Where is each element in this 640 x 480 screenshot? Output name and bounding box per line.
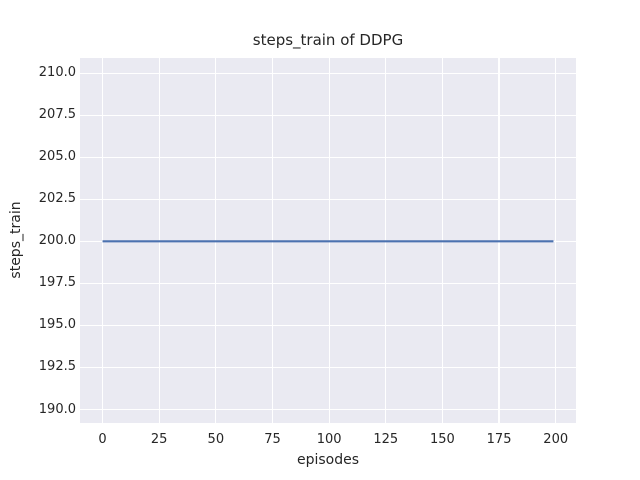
y-tick-label: 195.0	[38, 317, 76, 333]
chart-title: steps_train of DDPG	[252, 31, 404, 49]
x-tick-label: 50	[207, 432, 225, 447]
series-layer	[102, 240, 554, 243]
x-tick-label: 175	[486, 432, 512, 447]
plot-area	[80, 58, 576, 423]
x-tick-label: 200	[543, 432, 569, 447]
y-gridline	[80, 198, 576, 200]
y-gridline	[80, 114, 576, 116]
y-tick-label: 190.0	[38, 401, 76, 417]
y-gridline	[80, 156, 576, 158]
y-tick-label: 192.5	[38, 359, 76, 375]
y-tick-label: 202.5	[38, 191, 76, 207]
x-gridline	[555, 58, 557, 423]
y-tick-label: 207.5	[38, 107, 76, 123]
y-gridline	[80, 324, 576, 327]
y-gridline	[80, 72, 576, 74]
y-tick-label: 210.0	[38, 65, 76, 81]
y-gridline	[80, 282, 576, 284]
y-tick-label: 205.0	[38, 149, 76, 165]
y-tick-label: 200.0	[38, 233, 76, 249]
x-tick-label: 150	[430, 432, 455, 447]
x-tick-label: 125	[373, 432, 399, 447]
x-axis-label: episodes	[296, 452, 360, 468]
x-tick-label: 100	[316, 432, 342, 447]
x-tick-label: 75	[264, 432, 281, 447]
x-tick-label: 25	[150, 432, 168, 447]
x-gridline	[101, 58, 104, 423]
y-gridline	[80, 366, 576, 369]
x-tick-label: 0	[98, 432, 107, 447]
y-gridline	[80, 408, 576, 411]
y-tick-label: 197.5	[38, 275, 76, 291]
